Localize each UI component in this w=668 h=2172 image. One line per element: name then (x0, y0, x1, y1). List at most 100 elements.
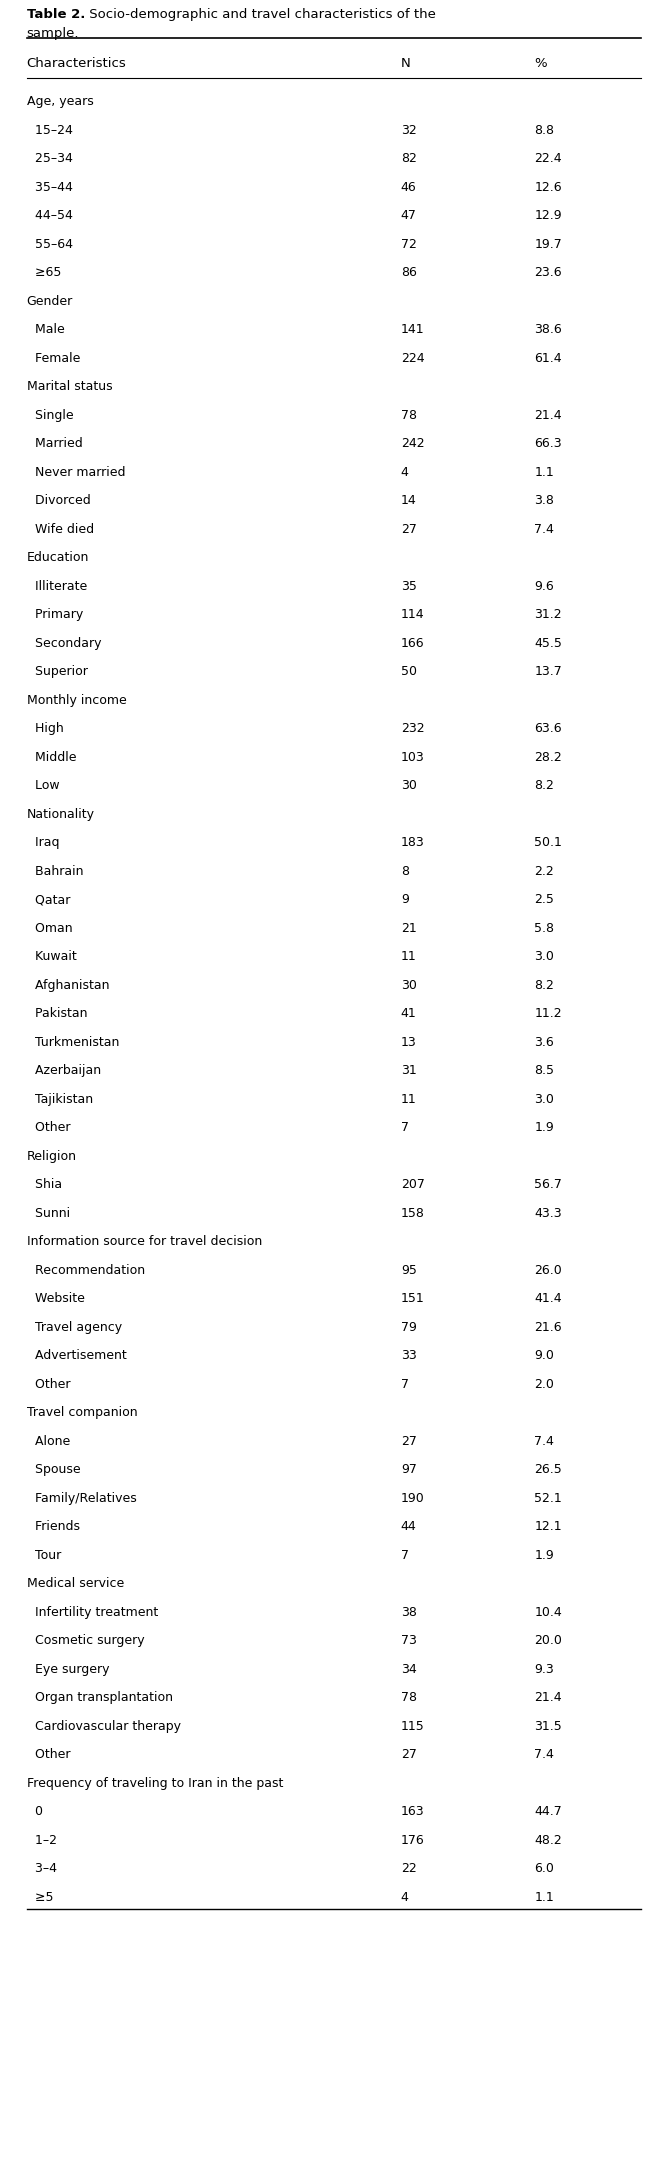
Text: 79: 79 (401, 1321, 417, 1334)
Text: Other: Other (27, 1748, 70, 1761)
Text: 6.0: 6.0 (534, 1861, 554, 1874)
Text: 19.7: 19.7 (534, 239, 562, 252)
Text: 9.6: 9.6 (534, 580, 554, 593)
Text: 43.3: 43.3 (534, 1208, 562, 1221)
Text: Education: Education (27, 552, 89, 565)
Text: Spouse: Spouse (27, 1464, 80, 1477)
Text: 44–54: 44–54 (27, 209, 73, 222)
Text: Qatar: Qatar (27, 893, 70, 906)
Text: 21: 21 (401, 921, 417, 934)
Text: 35–44: 35–44 (27, 180, 73, 193)
Text: 22.4: 22.4 (534, 152, 562, 165)
Text: 1.9: 1.9 (534, 1549, 554, 1562)
Text: 3.8: 3.8 (534, 495, 554, 508)
Text: 7: 7 (401, 1377, 409, 1390)
Text: 47: 47 (401, 209, 417, 222)
Text: Travel agency: Travel agency (27, 1321, 122, 1334)
Text: 115: 115 (401, 1720, 425, 1733)
Text: 35: 35 (401, 580, 417, 593)
Text: 3.0: 3.0 (534, 951, 554, 964)
Text: 3–4: 3–4 (27, 1861, 57, 1874)
Text: 61.4: 61.4 (534, 352, 562, 365)
Text: 22: 22 (401, 1861, 417, 1874)
Text: 41.4: 41.4 (534, 1292, 562, 1305)
Text: Organ transplantation: Organ transplantation (27, 1692, 173, 1705)
Text: sample.: sample. (27, 26, 79, 39)
Text: 48.2: 48.2 (534, 1833, 562, 1846)
Text: Superior: Superior (27, 665, 88, 678)
Text: Oman: Oman (27, 921, 72, 934)
Text: 12.1: 12.1 (534, 1520, 562, 1533)
Text: 166: 166 (401, 636, 424, 649)
Text: 9: 9 (401, 893, 409, 906)
Text: 163: 163 (401, 1805, 424, 1818)
Text: Sunni: Sunni (27, 1208, 70, 1221)
Text: 63.6: 63.6 (534, 723, 562, 736)
Text: Gender: Gender (27, 295, 73, 308)
Text: Middle: Middle (27, 752, 76, 765)
Text: 1.9: 1.9 (534, 1121, 554, 1134)
Text: Single: Single (27, 408, 73, 421)
Text: 5.8: 5.8 (534, 921, 554, 934)
Text: Bahrain: Bahrain (27, 864, 84, 877)
Text: 46: 46 (401, 180, 417, 193)
Text: Female: Female (27, 352, 80, 365)
Text: Cosmetic surgery: Cosmetic surgery (27, 1633, 144, 1646)
Text: High: High (27, 723, 63, 736)
Text: 20.0: 20.0 (534, 1633, 562, 1646)
Text: Other: Other (27, 1121, 70, 1134)
Text: 38: 38 (401, 1605, 417, 1618)
Text: 27: 27 (401, 523, 417, 536)
Text: Married: Married (27, 437, 82, 450)
Text: 141: 141 (401, 324, 424, 337)
Text: 45.5: 45.5 (534, 636, 562, 649)
Text: Kuwait: Kuwait (27, 951, 76, 964)
Text: 41: 41 (401, 1008, 417, 1021)
Text: 1.1: 1.1 (534, 1892, 554, 1905)
Text: Pakistan: Pakistan (27, 1008, 88, 1021)
Text: Primary: Primary (27, 608, 83, 621)
Text: 1.1: 1.1 (534, 467, 554, 478)
Text: 72: 72 (401, 239, 417, 252)
Text: 30: 30 (401, 980, 417, 993)
Text: 9.3: 9.3 (534, 1664, 554, 1677)
Text: Divorced: Divorced (27, 495, 90, 508)
Text: 73: 73 (401, 1633, 417, 1646)
Text: 44: 44 (401, 1520, 417, 1533)
Text: 66.3: 66.3 (534, 437, 562, 450)
Text: Turkmenistan: Turkmenistan (27, 1036, 119, 1049)
Text: 82: 82 (401, 152, 417, 165)
Text: 7.4: 7.4 (534, 1748, 554, 1761)
Text: Friends: Friends (27, 1520, 79, 1533)
Text: 8: 8 (401, 864, 409, 877)
Text: 28.2: 28.2 (534, 752, 562, 765)
Text: 31.2: 31.2 (534, 608, 562, 621)
Text: 97: 97 (401, 1464, 417, 1477)
Text: 32: 32 (401, 124, 417, 137)
Text: Medical service: Medical service (27, 1577, 124, 1590)
Text: 31: 31 (401, 1064, 417, 1077)
Text: 78: 78 (401, 408, 417, 421)
Text: Never married: Never married (27, 467, 125, 478)
Text: Travel companion: Travel companion (27, 1407, 138, 1418)
Text: Frequency of traveling to Iran in the past: Frequency of traveling to Iran in the pa… (27, 1777, 283, 1790)
Text: Eye surgery: Eye surgery (27, 1664, 110, 1677)
Text: Male: Male (27, 324, 65, 337)
Text: Low: Low (27, 780, 59, 793)
Text: Table 2.: Table 2. (27, 9, 85, 22)
Text: 55–64: 55–64 (27, 239, 73, 252)
Text: 224: 224 (401, 352, 424, 365)
Text: 44.7: 44.7 (534, 1805, 562, 1818)
Text: 11.2: 11.2 (534, 1008, 562, 1021)
Text: 15–24: 15–24 (27, 124, 73, 137)
Text: 95: 95 (401, 1264, 417, 1277)
Text: 14: 14 (401, 495, 417, 508)
Text: 151: 151 (401, 1292, 425, 1305)
Text: 33: 33 (401, 1349, 417, 1362)
Text: 4: 4 (401, 1892, 409, 1905)
Text: 30: 30 (401, 780, 417, 793)
Text: 34: 34 (401, 1664, 417, 1677)
Text: 26.0: 26.0 (534, 1264, 562, 1277)
Text: 114: 114 (401, 608, 424, 621)
Text: Monthly income: Monthly income (27, 693, 126, 706)
